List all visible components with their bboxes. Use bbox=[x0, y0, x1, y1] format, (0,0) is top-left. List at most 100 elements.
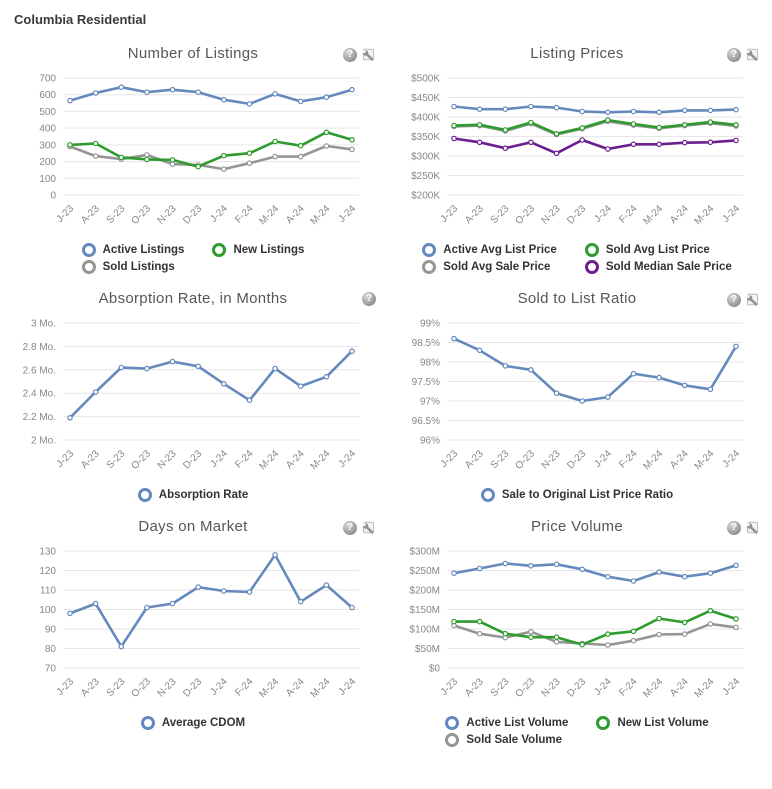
chart-tools-icon[interactable] bbox=[361, 520, 376, 535]
chart-tools-icon[interactable] bbox=[745, 520, 760, 535]
svg-text:J-24: J-24 bbox=[337, 676, 359, 698]
svg-text:M-24: M-24 bbox=[257, 448, 281, 472]
legend-item[interactable]: Active Avg List Price bbox=[422, 243, 557, 257]
legend-item[interactable]: Sold Median Sale Price bbox=[584, 260, 732, 274]
legend-label: New List Volume bbox=[617, 717, 709, 729]
help-icon[interactable]: ? bbox=[343, 520, 357, 535]
help-icon[interactable]: ? bbox=[343, 47, 357, 62]
legend-label: New Listings bbox=[233, 244, 305, 256]
chart-card-sold-to-list-ratio: Sold to List Ratio ? 96% 96.5% 97% 97.5% 98%… bbox=[392, 284, 762, 502]
legend-marker-icon bbox=[212, 243, 227, 257]
line-chart[interactable]: 0 100 200 300 400 500 600 700 J-23 A-23 S-23 O-23 N-… bbox=[15, 71, 371, 241]
legend-item[interactable]: Active Listings bbox=[81, 243, 185, 257]
svg-text:S-23: S-23 bbox=[105, 676, 128, 699]
svg-text:D-23: D-23 bbox=[181, 203, 204, 226]
legend-label: Active Listings bbox=[102, 244, 185, 256]
line-chart[interactable]: $0 $50M $100M $150M $200M $250M $300M J-23 A-23 S… bbox=[399, 544, 755, 714]
chart-header: Price Volume ? bbox=[392, 518, 762, 542]
chart-title: Sold to List Ratio bbox=[517, 290, 637, 307]
svg-text:99%: 99% bbox=[420, 319, 440, 330]
legend-item[interactable]: Sold Listings bbox=[81, 260, 185, 274]
legend-item[interactable]: Sold Sale Volume bbox=[445, 733, 568, 747]
chart-tools-icon[interactable] bbox=[745, 292, 760, 307]
legend-item[interactable]: Absorption Rate bbox=[137, 488, 248, 502]
chart-title: Listing Prices bbox=[530, 45, 624, 62]
svg-text:M-24: M-24 bbox=[641, 676, 665, 700]
svg-text:$250M: $250M bbox=[409, 566, 440, 577]
svg-text:A-23: A-23 bbox=[463, 203, 486, 226]
svg-text:$300K: $300K bbox=[411, 152, 440, 163]
svg-text:O-23: O-23 bbox=[130, 448, 154, 472]
svg-text:M-24: M-24 bbox=[641, 203, 665, 227]
svg-text:2.4 Mo.: 2.4 Mo. bbox=[23, 389, 56, 400]
chart-tools-icon[interactable] bbox=[361, 47, 376, 62]
svg-text:D-23: D-23 bbox=[565, 676, 588, 699]
chart-header: Listing Prices ? bbox=[392, 45, 762, 69]
svg-text:$500K: $500K bbox=[411, 74, 440, 85]
svg-text:80: 80 bbox=[45, 644, 57, 655]
svg-text:2.8 Mo.: 2.8 Mo. bbox=[23, 342, 56, 353]
svg-text:O-23: O-23 bbox=[514, 203, 538, 227]
chart-title: Days on Market bbox=[138, 518, 248, 535]
chart-tools-icon[interactable] bbox=[745, 47, 760, 62]
svg-text:97%: 97% bbox=[420, 397, 440, 408]
help-icon[interactable]: ? bbox=[727, 292, 741, 307]
chart-title: Number of Listings bbox=[127, 45, 259, 62]
svg-text:96%: 96% bbox=[420, 436, 440, 447]
chart-icon-group: ? bbox=[343, 520, 376, 535]
legend-marker-icon bbox=[422, 243, 437, 257]
svg-text:A-24: A-24 bbox=[668, 448, 691, 471]
svg-text:3 Mo.: 3 Mo. bbox=[31, 319, 56, 330]
svg-text:$50M: $50M bbox=[415, 644, 440, 655]
svg-text:300: 300 bbox=[39, 140, 56, 151]
svg-text:A-24: A-24 bbox=[284, 448, 307, 471]
help-icon[interactable]: ? bbox=[362, 292, 376, 306]
svg-text:M-24: M-24 bbox=[641, 448, 665, 472]
legend-label: Sold Avg Sale Price bbox=[443, 261, 551, 273]
legend-item[interactable]: Active List Volume bbox=[445, 716, 568, 730]
svg-text:N-23: N-23 bbox=[156, 448, 179, 471]
svg-text:A-23: A-23 bbox=[79, 448, 102, 471]
svg-text:S-23: S-23 bbox=[105, 203, 128, 226]
legend-marker-icon bbox=[445, 733, 460, 747]
legend-item[interactable]: New List Volume bbox=[596, 716, 709, 730]
svg-text:A-23: A-23 bbox=[79, 676, 102, 699]
chart-icon-group: ? bbox=[343, 47, 376, 62]
help-icon[interactable]: ? bbox=[727, 520, 741, 535]
legend-item[interactable]: Sold Avg List Price bbox=[584, 243, 732, 257]
svg-text:J-23: J-23 bbox=[439, 203, 461, 225]
svg-text:$0: $0 bbox=[429, 664, 441, 675]
svg-text:M-24: M-24 bbox=[309, 676, 333, 700]
svg-text:120: 120 bbox=[39, 566, 56, 577]
line-chart[interactable]: 70 80 90 100 110 120 130 J-23 A-23 S-23 O-23 N-23 D-… bbox=[15, 544, 371, 714]
svg-text:J-23: J-23 bbox=[439, 448, 461, 470]
svg-text:S-23: S-23 bbox=[105, 448, 128, 471]
legend-item[interactable]: Average CDOM bbox=[140, 716, 245, 730]
legend-item[interactable]: Sale to Original List Price Ratio bbox=[480, 488, 673, 502]
svg-text:M-24: M-24 bbox=[309, 448, 333, 472]
chart-legend: Absorption Rate bbox=[8, 488, 378, 502]
chart-icon-group: ? bbox=[727, 292, 760, 307]
svg-text:$200K: $200K bbox=[411, 191, 440, 202]
line-chart[interactable]: 2 Mo. 2.2 Mo. 2.4 Mo. 2.6 Mo. 2.8 Mo. 3 Mo. J-… bbox=[15, 316, 371, 486]
help-icon[interactable]: ? bbox=[727, 47, 741, 62]
legend-item[interactable]: New Listings bbox=[212, 243, 304, 257]
legend-item[interactable]: Sold Avg Sale Price bbox=[422, 260, 557, 274]
chart-header: Number of Listings ? bbox=[8, 45, 378, 69]
legend-label: Sold Median Sale Price bbox=[605, 261, 732, 273]
chart-legend: Active Listings New Listings Sold Listings bbox=[8, 243, 378, 274]
svg-text:J-24: J-24 bbox=[721, 203, 743, 225]
chart-header: Absorption Rate, in Months ? bbox=[8, 290, 378, 314]
svg-text:130: 130 bbox=[39, 547, 56, 558]
line-chart[interactable]: 96% 96.5% 97% 97.5% 98% 98.5% 99% J-23 A-23 S-23 O… bbox=[399, 316, 755, 486]
chart-title: Absorption Rate, in Months bbox=[98, 290, 288, 307]
svg-text:N-23: N-23 bbox=[540, 203, 563, 226]
legend-label: Active Avg List Price bbox=[443, 244, 557, 256]
svg-text:O-23: O-23 bbox=[514, 448, 538, 472]
svg-text:O-23: O-23 bbox=[130, 203, 154, 227]
legend-marker-icon bbox=[584, 260, 599, 274]
svg-text:O-23: O-23 bbox=[514, 676, 538, 700]
svg-text:110: 110 bbox=[40, 586, 56, 597]
